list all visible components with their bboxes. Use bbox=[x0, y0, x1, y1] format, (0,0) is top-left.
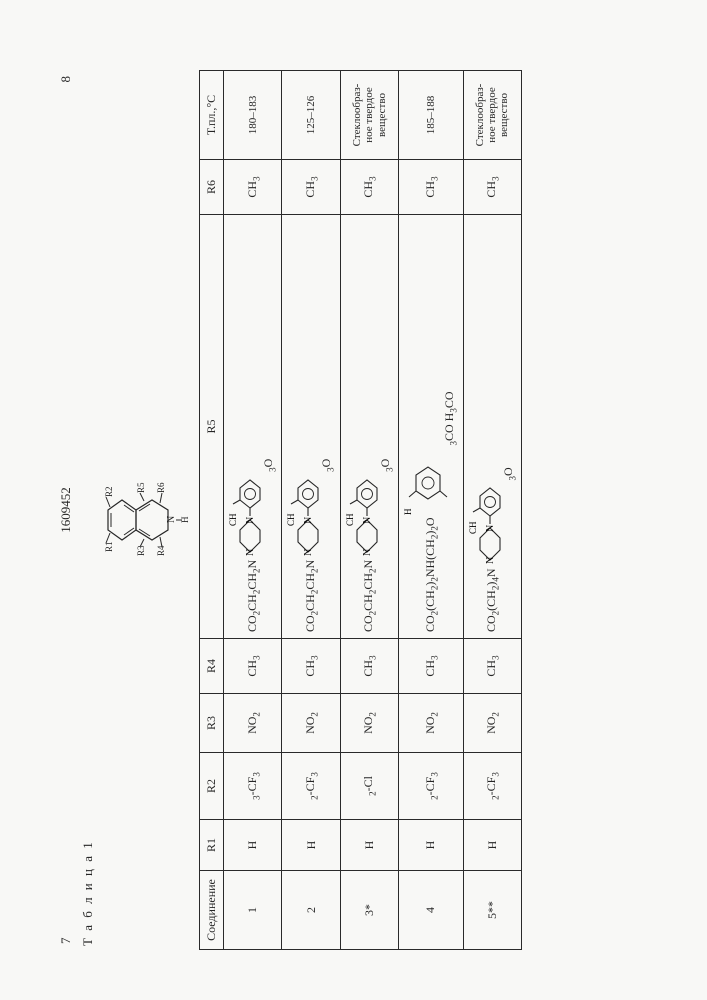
svg-text:N: N bbox=[485, 557, 496, 564]
svg-text:N: N bbox=[166, 516, 177, 523]
svg-text:R3: R3 bbox=[136, 545, 146, 556]
cell-r5: CO2(CH2)2NH(CH2)2O H3CO H3CO bbox=[399, 215, 463, 639]
col-r4: R4 bbox=[200, 639, 224, 694]
cell-mp: 185–188 bbox=[399, 71, 463, 160]
cell-id: 4 bbox=[399, 871, 463, 950]
svg-text:CH: CH bbox=[345, 513, 355, 526]
cell-id: 3* bbox=[340, 871, 398, 950]
svg-text:N: N bbox=[362, 517, 373, 524]
svg-text:H: H bbox=[180, 516, 188, 523]
page-num-left: 7 bbox=[58, 938, 74, 945]
svg-text:CH: CH bbox=[228, 513, 238, 526]
svg-text:N: N bbox=[303, 549, 314, 556]
table-row: 5** H 2-CF3 NO2 CH3 CO2(CH2)4N N N CH3O … bbox=[463, 71, 521, 950]
cell-r2: 2-CF3 bbox=[282, 753, 340, 820]
cell-r3: NO2 bbox=[399, 694, 463, 753]
cell-r6: CH3 bbox=[463, 160, 521, 215]
cell-r2: 2-Cl bbox=[340, 753, 398, 820]
cell-r4: CH3 bbox=[399, 639, 463, 694]
table-header-row: Соединение R1 R2 R3 R4 R5 R6 Т.пл.,°С bbox=[200, 71, 224, 950]
col-r2: R2 bbox=[200, 753, 224, 820]
cell-r6: CH3 bbox=[224, 160, 282, 215]
svg-text:CH: CH bbox=[286, 513, 296, 526]
cell-r1: H bbox=[224, 820, 282, 871]
table-row: 2 H 2-CF3 NO2 CH3 CO2CH2CH2N N N CH3O CH… bbox=[282, 71, 340, 950]
cell-r3: NO2 bbox=[463, 694, 521, 753]
cell-mp: 125–126 bbox=[282, 71, 340, 160]
svg-text:N: N bbox=[485, 525, 496, 532]
svg-text:R1: R1 bbox=[104, 541, 114, 552]
cell-r4: CH3 bbox=[282, 639, 340, 694]
cell-id: 5** bbox=[463, 871, 521, 950]
table-row: 3* H 2-Cl NO2 CH3 CO2CH2CH2N N N CH3O CH… bbox=[340, 71, 398, 950]
cell-r1: H bbox=[399, 820, 463, 871]
cell-r3: NO2 bbox=[224, 694, 282, 753]
cell-r5: CO2(CH2)4N N N CH3O bbox=[463, 215, 521, 639]
table-label: Т а б л и ц а 1 bbox=[80, 70, 96, 946]
table-row: 4 H 2-CF3 NO2 CH3 CO2(CH2)2NH(CH2)2O H3C… bbox=[399, 71, 463, 950]
header-row: 7 1609452 8 bbox=[58, 70, 76, 950]
cell-r6: CH3 bbox=[340, 160, 398, 215]
page-num-right: 8 bbox=[58, 76, 74, 83]
cell-mp: 180–183 bbox=[224, 71, 282, 160]
cell-r4: CH3 bbox=[224, 639, 282, 694]
cell-r3: NO2 bbox=[340, 694, 398, 753]
cell-r1: H bbox=[282, 820, 340, 871]
cell-mp: Стеклообраз-ное твердоевещество bbox=[340, 71, 398, 160]
compounds-table: Соединение R1 R2 R3 R4 R5 R6 Т.пл.,°С 1 … bbox=[199, 70, 522, 950]
col-r3: R3 bbox=[200, 694, 224, 753]
svg-text:R4: R4 bbox=[156, 545, 166, 556]
cell-r2: 3-CF3 bbox=[224, 753, 282, 820]
cell-r1: H bbox=[340, 820, 398, 871]
cell-r4: CH3 bbox=[463, 639, 521, 694]
svg-text:N: N bbox=[362, 549, 373, 556]
cell-r3: NO2 bbox=[282, 694, 340, 753]
cell-r2: 2-CF3 bbox=[463, 753, 521, 820]
svg-text:N: N bbox=[303, 517, 314, 524]
col-mp: Т.пл.,°С bbox=[200, 71, 224, 160]
svg-text:R6: R6 bbox=[156, 482, 166, 493]
landscape-content: 7 1609452 8 Т а б л и ц а 1 R1 R2 R3 R5 bbox=[58, 70, 658, 950]
svg-text:R2: R2 bbox=[104, 486, 114, 497]
cell-r6: CH3 bbox=[399, 160, 463, 215]
svg-text:CH: CH bbox=[468, 521, 478, 534]
col-r1: R1 bbox=[200, 820, 224, 871]
col-r6: R6 bbox=[200, 160, 224, 215]
col-r5: R5 bbox=[200, 215, 224, 639]
core-structure-diagram: R1 R2 R3 R5 R4 R6 N H bbox=[102, 70, 193, 950]
svg-text:R5: R5 bbox=[136, 482, 146, 493]
cell-id: 2 bbox=[282, 871, 340, 950]
cell-r5: CO2CH2CH2N N N CH3O bbox=[282, 215, 340, 639]
svg-text:N: N bbox=[245, 517, 256, 524]
cell-id: 1 bbox=[224, 871, 282, 950]
cell-r5: CO2CH2CH2N N N CH3O bbox=[224, 215, 282, 639]
cell-r6: CH3 bbox=[282, 160, 340, 215]
svg-text:N: N bbox=[245, 549, 256, 556]
table-row: 1 H 3-CF3 NO2 CH3 CO2CH2CH2N N N CH3O CH… bbox=[224, 71, 282, 950]
svg-text:H: H bbox=[403, 508, 413, 515]
cell-r2: 2-CF3 bbox=[399, 753, 463, 820]
cell-r4: CH3 bbox=[340, 639, 398, 694]
cell-mp: Стеклообраз-ное твердоевещество bbox=[463, 71, 521, 160]
cell-r5: CO2CH2CH2N N N CH3O bbox=[340, 215, 398, 639]
cell-r1: H bbox=[463, 820, 521, 871]
col-compound: Соединение bbox=[200, 871, 224, 950]
doc-number: 1609452 bbox=[58, 487, 74, 533]
